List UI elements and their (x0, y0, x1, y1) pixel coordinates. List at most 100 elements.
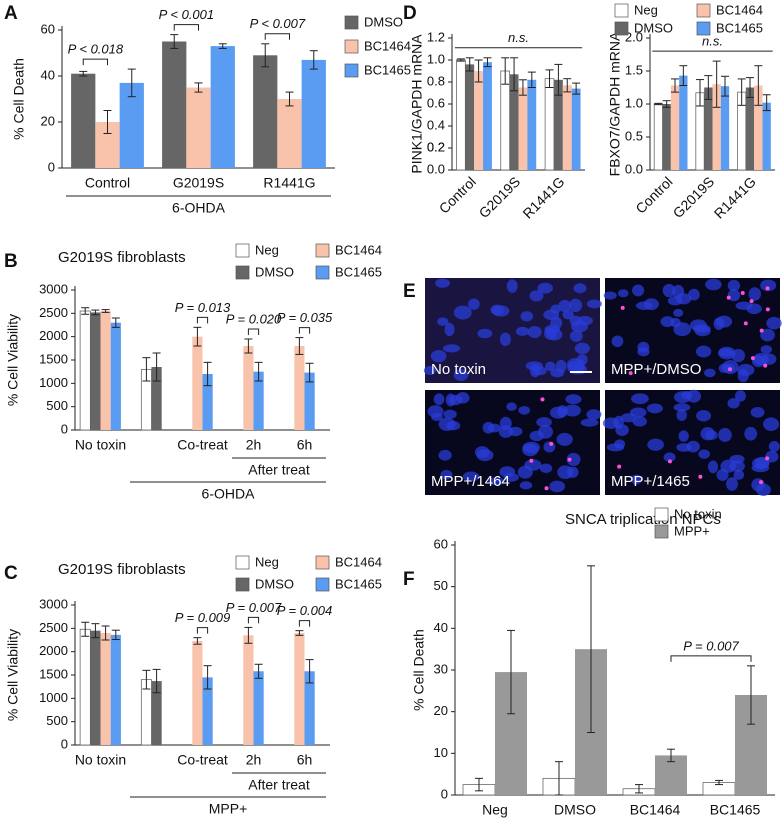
bar (202, 374, 213, 430)
stain-dot (750, 356, 755, 361)
annotation: P = 0.009 (175, 610, 231, 625)
legend-swatch (344, 63, 359, 78)
significance-bracket (670, 655, 752, 662)
y-tick-label: 0.2 (427, 139, 445, 154)
nucleus (529, 290, 544, 302)
legend-label: BC1464 (335, 554, 382, 569)
stain-dot (529, 458, 534, 463)
annotation: P = 0.007 (226, 600, 282, 615)
nucleus (539, 463, 553, 474)
nucleus (444, 322, 455, 337)
panel-label: A (4, 3, 18, 24)
bar (301, 59, 326, 168)
nucleus (462, 471, 480, 482)
bar (509, 74, 519, 170)
nucleus (498, 425, 514, 438)
legend-swatch (315, 243, 330, 258)
legend-swatch (696, 21, 711, 36)
nucleus (537, 282, 553, 294)
nucleus (715, 315, 733, 328)
x-tick-label: No toxin (75, 437, 126, 453)
nucleus (681, 390, 693, 400)
bar (110, 322, 121, 430)
nucleus (423, 365, 437, 376)
x-tick-label: R1441G (711, 173, 759, 221)
y-tick-label: 50 (434, 578, 448, 593)
bar (745, 87, 755, 170)
bar (151, 681, 162, 745)
bar (670, 85, 680, 170)
y-tick-label: 40 (41, 67, 55, 82)
nucleus (602, 417, 619, 429)
nucleus (566, 452, 581, 467)
bar (253, 55, 278, 168)
panel-label: C (4, 563, 18, 584)
bar (186, 87, 211, 168)
significance-bracket (196, 316, 209, 324)
y-tick-label: 2000 (39, 328, 68, 343)
legend-label: BC1465 (335, 264, 382, 279)
legend-swatch (614, 21, 629, 36)
nucleus (673, 322, 692, 337)
legend-label: Neg (255, 242, 279, 257)
y-tick-label: 0.4 (427, 117, 445, 132)
legend-label: No toxin (674, 506, 722, 521)
legend-swatch (315, 577, 330, 592)
y-tick-label: 1.0 (625, 95, 643, 110)
significance-bracket (82, 58, 108, 66)
nucleus (637, 341, 650, 353)
significance-bracket (264, 33, 290, 40)
bar (294, 633, 305, 745)
bar (162, 41, 187, 168)
nucleus (696, 410, 712, 422)
nucleus (566, 357, 585, 372)
stain-dot (765, 307, 770, 312)
nucleus (663, 452, 676, 462)
nucleus (529, 430, 544, 442)
significance-bracket (298, 620, 311, 627)
nucleus (744, 426, 758, 441)
y-tick-label: 1.2 (427, 29, 445, 44)
bar (704, 87, 713, 170)
nucleus (698, 449, 711, 459)
nucleus (766, 316, 782, 330)
nucleus (558, 299, 572, 313)
stain-dot (749, 299, 754, 304)
annotation: P = 0.004 (277, 603, 333, 618)
image-caption: No toxin (431, 361, 486, 378)
nucleus (735, 301, 753, 310)
x-tick-label: R1441G (519, 173, 567, 221)
nucleus (617, 289, 629, 298)
bar (754, 85, 763, 170)
nucleus (438, 449, 452, 461)
nucleus (662, 283, 676, 298)
nucleus (632, 284, 645, 297)
legend-swatch (614, 3, 629, 18)
y-axis-label: % Cell Death (11, 58, 27, 140)
bar (562, 85, 572, 170)
y-tick-label: 10 (434, 745, 448, 760)
nucleus (437, 317, 449, 326)
stain-dot (698, 474, 703, 479)
stain-dot (544, 486, 549, 491)
nucleus (756, 483, 771, 496)
legend-label: DMSO (255, 576, 294, 591)
bar (544, 78, 555, 171)
nucleus (430, 349, 447, 363)
y-tick-label: 0 (48, 159, 55, 174)
legend-swatch (315, 555, 330, 570)
nucleus (443, 344, 461, 353)
x-tick-label: No toxin (75, 752, 126, 768)
group-label: 6-OHDA (172, 200, 226, 216)
nucleus (760, 328, 775, 342)
nucleus (477, 328, 493, 339)
nucleus (718, 348, 734, 357)
y-tick-label: 1500 (39, 351, 68, 366)
y-tick-label: 500 (46, 398, 68, 413)
nucleus (443, 409, 457, 419)
nucleus (520, 311, 534, 322)
stain-dot (540, 397, 545, 402)
y-tick-label: 1.5 (625, 62, 643, 77)
group-label: 6-OHDA (202, 486, 256, 502)
